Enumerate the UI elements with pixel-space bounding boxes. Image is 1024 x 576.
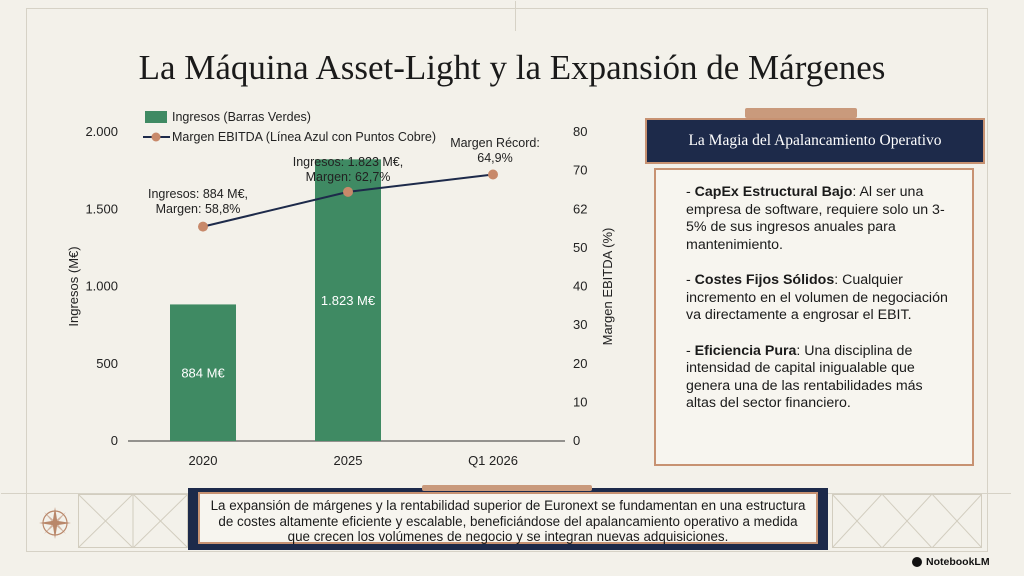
y-right-tick-label: 30 <box>573 317 587 332</box>
y-right-tick-label: 0 <box>573 433 580 448</box>
revenue-margin-chart: 0 500 1.000 1.500 2.000 0 10 20 30 40 50 62 70 80 2020… <box>66 110 615 468</box>
x-tick-label: 2025 <box>334 453 363 468</box>
annotation-text: Ingresos: 1.823 M€, <box>293 155 403 169</box>
bar <box>315 159 381 441</box>
card-body: - CapEx Estructural Bajo: Al ser una emp… <box>654 168 974 466</box>
card-item: - Eficiencia Pura: Una disciplina de int… <box>686 342 923 412</box>
card-item-text: : Una disciplina de intensidad de capita… <box>686 342 923 412</box>
chart-annotations: Ingresos: 884 M€,Margen: 58,8% Ingresos: … <box>148 136 540 216</box>
card-header: La Magia del Apalancamiento Operativo <box>645 108 985 164</box>
card-item-text: : Al ser una empresa de software, requie… <box>686 184 945 253</box>
y-right-tick-label: 62 <box>573 201 587 216</box>
slide-title: La Máquina Asset-Light y la Expansión de… <box>138 48 886 87</box>
annotation-text: Margen: 58,8% <box>156 202 241 216</box>
card-item-label: Eficiencia Pura <box>694 342 797 359</box>
legend-bar-label: Ingresos (Barras Verdes) <box>172 110 311 124</box>
y-left-axis-title: Ingresos (M€) <box>66 246 81 326</box>
chart-line <box>198 169 498 232</box>
y-right-tick-label: 70 <box>573 163 587 178</box>
x-tick-label: Q1 2026 <box>468 453 518 468</box>
compass-icon <box>39 507 71 539</box>
margin-point <box>343 186 353 197</box>
notebooklm-logo-icon <box>912 557 922 567</box>
y-right-tick-label: 50 <box>573 240 587 255</box>
y-left-tick-label: 0 <box>111 433 118 448</box>
y-right-tick-label: 40 <box>573 279 587 294</box>
chart-bars: 884 M€ 1.823 M€ <box>170 159 381 441</box>
lattice-decoration-right <box>832 494 982 548</box>
y-left-tick-label: 500 <box>96 356 118 371</box>
bar-data-label: 1.823 M€ <box>321 293 376 308</box>
y-left-tick-label: 1.500 <box>85 201 118 216</box>
y-right-tick-label: 10 <box>573 394 587 409</box>
card-item-label: CapEx Estructural Bajo <box>694 184 853 200</box>
y-right-tick-label: 80 <box>573 124 587 139</box>
bar-data-label: 884 M€ <box>181 366 225 381</box>
chart-legend: Ingresos (Barras Verdes) Margen EBITDA (L… <box>143 110 436 144</box>
banner-text: La expansión de márgenes y la rentabilid… <box>210 498 806 544</box>
y-right-tick-label: 20 <box>573 356 587 371</box>
annotation-text: Ingresos: 884 M€, <box>148 187 248 201</box>
margin-point <box>488 169 498 180</box>
bar <box>170 304 236 441</box>
legend-line-label: Margen EBITDA (Línea Azul con Puntos Cob… <box>172 130 436 144</box>
legend-bar-swatch <box>145 111 167 123</box>
card-title: La Magia del Apalancamiento Operativo <box>688 132 942 149</box>
annotation-text: Margen Récord: <box>450 136 540 150</box>
margin-point <box>198 221 208 232</box>
y-right-axis-title: Margen EBITDA (%) <box>600 228 615 346</box>
card-list: - CapEx Estructural Bajo: Al ser una emp… <box>656 170 972 413</box>
brand-label: NotebookLM <box>926 556 990 568</box>
legend-line-marker <box>151 132 161 142</box>
card-item-text: : Cualquier incremento en el volumen de … <box>686 272 948 323</box>
y-left-tick-label: 1.000 <box>85 279 118 294</box>
card-item: - CapEx Estructural Bajo: Al ser una emp… <box>686 184 945 253</box>
card-item: - Costes Fijos Sólidos: Cualquier increm… <box>686 272 948 323</box>
y-left-tick-label: 2.000 <box>85 124 118 139</box>
annotation-text: Margen: 62,7% <box>306 170 391 184</box>
lattice-decoration-left <box>78 494 188 548</box>
annotation-text: 64,9% <box>477 151 512 165</box>
conclusion-banner: La expansión de márgenes y la rentabilid… <box>198 485 818 544</box>
x-tick-label: 2020 <box>189 453 218 468</box>
card-item-label: Costes Fijos Sólidos <box>694 272 835 288</box>
